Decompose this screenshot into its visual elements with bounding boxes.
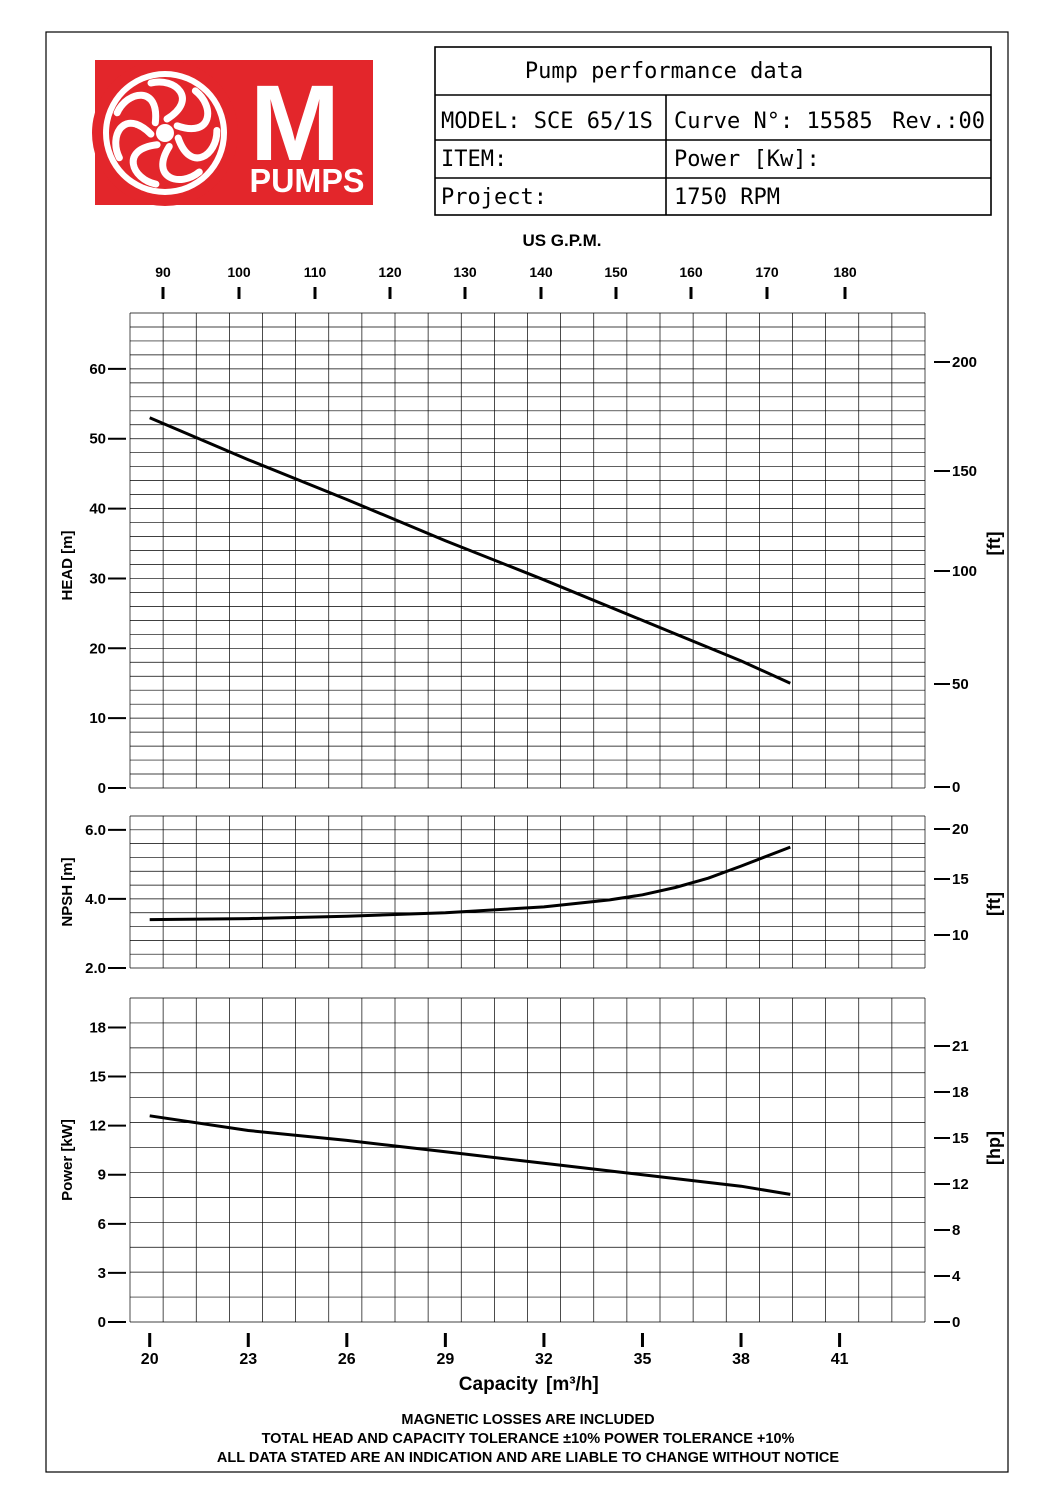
top-tick-label: 90: [155, 264, 171, 280]
note-line-2: TOTAL HEAD AND CAPACITY TOLERANCE ±10% P…: [262, 1431, 795, 1447]
project-field: Project:: [441, 185, 547, 210]
y-axis-title: Power [kW]: [59, 1119, 76, 1201]
y-right-tick-label: 20: [952, 821, 969, 838]
note-line-3: ALL DATA STATED ARE AN INDICATION AND AR…: [217, 1450, 839, 1466]
y-right-tick-label: 50: [952, 676, 969, 693]
y-right-axis-title: [ft]: [984, 892, 1004, 916]
y-right-tick-label: 15: [952, 1130, 969, 1147]
top-tick-label: 180: [833, 264, 857, 280]
bottom-axis-label: Capacity: [459, 1374, 539, 1395]
sheet-frame: [45, 31, 1009, 1473]
curve-number-field: Curve N°: 15585: [674, 109, 873, 134]
y-right-tick-label: 21: [952, 1038, 969, 1055]
title-block-header: Pump performance data: [525, 59, 803, 84]
top-tick-label: 120: [378, 264, 402, 280]
y-tick-label: 60: [89, 361, 106, 378]
y-tick-label: 30: [89, 570, 106, 587]
y-right-tick-label: 8: [952, 1222, 960, 1239]
y-right-tick-label: 4: [952, 1268, 961, 1285]
y-tick-label: 0: [98, 780, 106, 797]
bottom-tick-label: 32: [535, 1351, 553, 1368]
item-field: ITEM:: [441, 147, 507, 172]
note-line-1: MAGNETIC LOSSES ARE INCLUDED: [401, 1412, 654, 1428]
bottom-tick-label: 29: [436, 1351, 454, 1368]
y-tick-label: 2.0: [85, 960, 106, 977]
top-tick-label: 110: [304, 264, 327, 280]
bottom-tick-label: 38: [732, 1351, 750, 1368]
company-logo: M PUMPS: [92, 60, 373, 206]
impeller-icon: [112, 78, 221, 188]
bottom-axis-unit: [m³/h]: [546, 1374, 599, 1395]
y-tick-label: 12: [89, 1118, 106, 1135]
top-tick-label: 130: [453, 264, 477, 280]
rpm-field: 1750 RPM: [674, 185, 780, 210]
y-tick-label: 4.0: [85, 891, 106, 908]
title-block: [434, 46, 992, 216]
y-tick-label: 20: [89, 640, 106, 657]
y-right-tick-label: 10: [952, 927, 969, 944]
impeller-vane: [174, 126, 221, 162]
impeller-vane: [159, 142, 203, 183]
y-right-tick-label: 200: [952, 354, 977, 371]
y-tick-label: 9: [98, 1167, 106, 1184]
model-field: MODEL: SCE 65/1S: [441, 109, 653, 134]
y-tick-label: 6: [98, 1216, 106, 1233]
top-tick-label: 100: [227, 264, 251, 280]
logo-word: PUMPS: [250, 162, 365, 199]
impeller-vane: [112, 119, 155, 162]
chart-panel-3: 0 3 6 9 12 15 18 0 4 8 12 15 18 21 Power [kW] [hp]: [59, 997, 1004, 1331]
chart-panel-2: 2.0 4.0 6.0 10 15 20 NPSH [m] [ft]: [59, 815, 1004, 977]
bottom-tick-label: 26: [338, 1351, 356, 1368]
top-tick-label: 170: [755, 264, 779, 280]
y-tick-label: 18: [89, 1019, 106, 1036]
y-tick-label: 40: [89, 501, 106, 518]
y-right-axis-title: [ft]: [984, 532, 1004, 556]
y-right-axis-title: [hp]: [984, 1131, 1004, 1165]
top-axis: 90 100 110 120 130 140 150 160 170 180: [155, 264, 857, 299]
y-right-tick-label: 12: [952, 1176, 969, 1193]
top-axis-label: US G.P.M.: [522, 231, 601, 250]
bottom-tick-label: 20: [141, 1351, 159, 1368]
y-tick-label: 0: [98, 1314, 106, 1331]
bottom-tick-label: 41: [831, 1351, 849, 1368]
impeller-vane: [173, 87, 212, 132]
revision-field: Rev.:00: [892, 109, 985, 134]
chart-panel-1: 0 10 20 30 40 50 60 0 50 100 150 200 HEAD [m] [ft]: [59, 312, 1004, 797]
top-tick-label: 140: [529, 264, 553, 280]
power-field: Power [Kw]:: [674, 147, 820, 172]
y-right-tick-label: 150: [952, 463, 977, 480]
impeller-vane: [129, 141, 161, 188]
top-tick-label: 160: [679, 264, 703, 280]
bottom-tick-label: 23: [239, 1351, 257, 1368]
performance-curve: [149, 845, 791, 922]
y-right-tick-label: 15: [952, 871, 969, 888]
y-right-tick-label: 0: [952, 1314, 960, 1331]
y-axis-title: HEAD [m]: [59, 530, 76, 600]
y-tick-label: 10: [89, 710, 106, 727]
y-right-tick-label: 18: [952, 1084, 969, 1101]
performance-curve: [149, 1114, 791, 1196]
y-right-tick-label: 100: [952, 563, 977, 580]
y-tick-label: 15: [89, 1069, 106, 1086]
impeller-vane: [147, 78, 186, 123]
y-right-tick-label: 0: [952, 779, 960, 796]
performance-curve: [149, 416, 791, 685]
impeller-vane: [113, 91, 160, 127]
impeller-hub: [156, 124, 174, 142]
logo-letter: M: [250, 62, 340, 183]
y-tick-label: 6.0: [85, 822, 106, 839]
y-axis-title: NPSH [m]: [59, 857, 76, 926]
bottom-tick-label: 35: [634, 1351, 652, 1368]
bottom-axis: 20 23 26 29 32 35 38 41: [141, 1333, 849, 1368]
y-tick-label: 3: [98, 1265, 106, 1282]
top-tick-label: 150: [604, 264, 628, 280]
y-tick-label: 50: [89, 431, 106, 448]
